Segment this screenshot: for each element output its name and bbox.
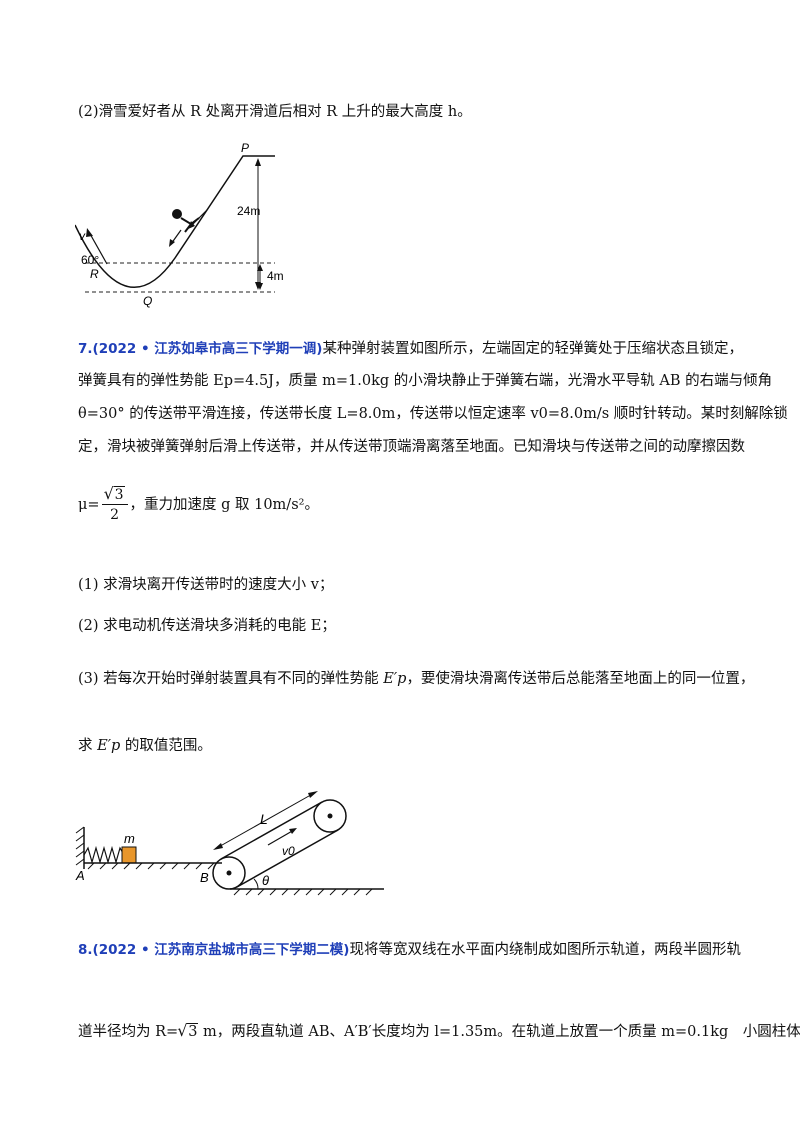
label-L: L bbox=[260, 811, 268, 827]
question-7-sub-3: (3) 若每次开始时弹射装置具有不同的弹性势能 E′p，要使滑块滑离传送带后总能… bbox=[78, 671, 755, 687]
label-P: P bbox=[241, 141, 249, 155]
mu-fraction: 32 bbox=[101, 486, 128, 523]
question-7-sub-1: (1) 求滑块离开传送带时的速度大小 v； bbox=[78, 577, 334, 593]
question-7-line-4: 定，滑块被弹簧弹射后滑上传送带，并从传送带顶端滑离落至地面。已知滑块与传送带之间… bbox=[78, 439, 745, 455]
label-A: A bbox=[75, 868, 85, 883]
friction-coefficient: μ=32，重力加速度 g 取 10m/s²。 bbox=[78, 486, 319, 523]
label-B: B bbox=[200, 870, 209, 885]
label-m: m bbox=[124, 831, 135, 846]
question-7-sub-3-cont: 求 E′p 的取值范围。 bbox=[78, 738, 212, 754]
question-7-source: 7.(2022 • 江苏如皋市高三下学期一调) bbox=[78, 341, 323, 357]
sqrt-3: 3 bbox=[178, 1023, 199, 1040]
question-7-line-2: 弹簧具有的弹性势能 Ep=4.5J，质量 m=1.0kg 的小滑块静止于弹簧右端… bbox=[78, 373, 773, 389]
question-7-line-1: 7.(2022 • 江苏如皋市高三下学期一调)某种弹射装置如图所示，左端固定的轻… bbox=[78, 341, 743, 357]
ski-track-figure: P 24m 4m v 60° R Q bbox=[75, 141, 284, 308]
question-6-part-2: (2)滑雪爱好者从 R 处离开滑道后相对 R 上升的最大高度 h。 bbox=[78, 104, 472, 120]
label-Q: Q bbox=[143, 294, 152, 308]
conveyor-figure: A B m L v0 θ bbox=[75, 791, 384, 896]
label-24m: 24m bbox=[237, 204, 260, 218]
label-60deg: 60° bbox=[81, 253, 99, 267]
question-8-line-2: 道半径均为 R=3 m，两段直轨道 AB、A′B′长度均为 l=1.35m。在轨… bbox=[78, 1020, 800, 1041]
question-8-line-1: 8.(2022 • 江苏南京盐城市高三下学期二模)现将等宽双线在水平面内绕制成如… bbox=[78, 942, 741, 958]
label-v: v bbox=[79, 229, 86, 243]
question-8-source: 8.(2022 • 江苏南京盐城市高三下学期二模) bbox=[78, 942, 350, 958]
question-7-sub-2: (2) 求电动机传送滑块多消耗的电能 E； bbox=[78, 618, 336, 634]
label-4m: 4m bbox=[267, 269, 284, 283]
label-v0: v0 bbox=[282, 844, 295, 858]
question-7-line-3: θ=30° 的传送带平滑连接，传送带长度 L=8.0m，传送带以恒定速率 v0=… bbox=[78, 406, 788, 422]
label-R: R bbox=[90, 267, 99, 281]
ep-prime-symbol: E′p bbox=[383, 671, 407, 687]
label-theta: θ bbox=[262, 873, 269, 888]
